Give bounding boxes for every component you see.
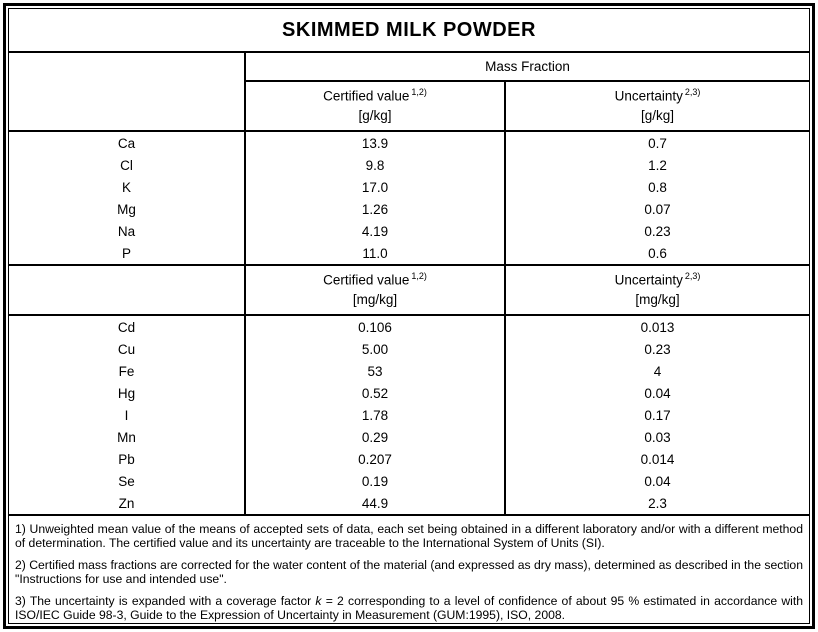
uncertainty-value: 0.04 — [504, 382, 809, 404]
table-row: I 1.78 0.17 — [9, 404, 809, 426]
uncertainty-unit: [g/kg] — [640, 108, 675, 124]
certified-value: 5.00 — [244, 338, 505, 360]
table-row: Hg 0.52 0.04 — [9, 382, 809, 404]
uncertainty-value: 0.23 — [504, 338, 809, 360]
uncertainty-value: 4 — [504, 360, 809, 382]
uncertainty-value: 0.17 — [504, 404, 809, 426]
section1-header-row: Certified value 1,2) [g/kg] Uncertainty 2,… — [9, 81, 809, 132]
certified-value: 13.9 — [244, 131, 505, 154]
uncertainty-value: 0.014 — [504, 448, 809, 470]
table-row: Zn 44.9 2.3 — [9, 492, 809, 516]
uncertainty-value: 0.8 — [504, 176, 809, 198]
certified-value: 0.52 — [244, 382, 505, 404]
element-symbol: Cl — [120, 157, 133, 173]
certified-value-label: Certified value 1,2) — [323, 271, 427, 288]
footnote-ref: 2,3) — [684, 87, 701, 98]
element-symbol: Hg — [117, 385, 136, 401]
element-symbol: I — [124, 407, 129, 423]
uncertainty-value: 0.013 — [504, 315, 809, 338]
footnote-ref: 2,3) — [684, 271, 701, 282]
uncertainty-header-gkg: Uncertainty 2,3) [g/kg] — [504, 81, 809, 132]
element-symbol: K — [121, 179, 131, 195]
certified-value: 1.78 — [244, 404, 505, 426]
uncertainty-value: 0.04 — [504, 470, 809, 492]
uncertainty-value: 2.3 — [504, 492, 809, 516]
footnotes-row: 1) Unweighted mean value of the means of… — [9, 515, 809, 625]
table-row: Mg 1.26 0.07 — [9, 198, 809, 220]
footnote-ref: 1,2) — [411, 87, 427, 98]
element-symbol: Cd — [117, 319, 136, 335]
certified-value: 44.9 — [244, 492, 505, 516]
uncertainty-label: Uncertainty 2,3) — [614, 271, 701, 288]
footnotes-block: 1) Unweighted mean value of the means of… — [9, 515, 809, 625]
uncertainty-value: 1.2 — [504, 154, 809, 176]
section2-header-row: Certified value 1,2) [mg/kg] Uncertainty 2… — [9, 265, 809, 316]
table-row: Cu 5.00 0.23 — [9, 338, 809, 360]
uncertainty-value: 0.03 — [504, 426, 809, 448]
certified-value: 11.0 — [244, 242, 505, 266]
element-symbol: Mn — [117, 429, 136, 445]
certified-value: 1.26 — [244, 198, 505, 220]
element-symbol: Pb — [118, 451, 135, 467]
uncertainty-header-mgkg: Uncertainty 2,3) [mg/kg] — [504, 265, 809, 316]
footnote-ref: 1,2) — [411, 271, 427, 282]
element-symbol: Cu — [117, 341, 136, 357]
certified-value-unit: [g/kg] — [358, 108, 392, 124]
certified-value: 0.106 — [244, 315, 505, 338]
certificate-inner-frame: SKIMMED MILK POWDER Mass Fraction Certif… — [8, 8, 810, 624]
empty-header-cell — [9, 52, 245, 132]
uncertainty-label: Uncertainty 2,3) — [614, 87, 701, 104]
certified-value-unit: [mg/kg] — [352, 292, 398, 308]
uncertainty-value: 0.07 — [504, 198, 809, 220]
table-row: Se 0.19 0.04 — [9, 470, 809, 492]
certified-value: 0.207 — [244, 448, 505, 470]
certificate-table: SKIMMED MILK POWDER Mass Fraction Certif… — [9, 9, 809, 625]
uncertainty-value: 0.7 — [504, 131, 809, 154]
title-row: SKIMMED MILK POWDER — [9, 9, 809, 53]
page-title: SKIMMED MILK POWDER — [9, 9, 809, 53]
table-row: Mn 0.29 0.03 — [9, 426, 809, 448]
certified-value: 17.0 — [244, 176, 505, 198]
table-row: Cl 9.8 1.2 — [9, 154, 809, 176]
table-row: Cd 0.106 0.013 — [9, 315, 809, 338]
table-row: K 17.0 0.8 — [9, 176, 809, 198]
uncertainty-unit: [mg/kg] — [635, 292, 680, 308]
uncertainty-value: 0.6 — [504, 242, 809, 266]
mass-fraction-header: Mass Fraction — [244, 52, 809, 82]
certified-value: 4.19 — [244, 220, 505, 242]
certified-value: 53 — [244, 360, 505, 382]
element-symbol: Ca — [117, 135, 136, 151]
uncertainty-value: 0.23 — [504, 220, 809, 242]
certified-value: 9.8 — [244, 154, 505, 176]
certified-value: 0.19 — [244, 470, 505, 492]
element-symbol: Fe — [118, 363, 135, 379]
element-symbol: P — [9, 242, 245, 266]
element-symbol: Se — [118, 473, 135, 489]
coverage-factor-k: k — [315, 593, 322, 608]
table-row: Fe 53 4 — [9, 360, 809, 382]
footnote-1: 1) Unweighted mean value of the means of… — [15, 522, 803, 551]
footnote-3: 3) The uncertainty is expanded with a co… — [15, 593, 803, 622]
group-header-row: Mass Fraction — [9, 52, 809, 132]
table-row: Ca 13.9 0.7 — [9, 131, 809, 154]
certificate-outer-frame: SKIMMED MILK POWDER Mass Fraction Certif… — [3, 3, 815, 629]
element-symbol: Mg — [117, 201, 136, 217]
empty-header-cell — [9, 265, 245, 316]
table-row: Na 4.19 0.23 — [9, 220, 809, 242]
table-row: P 11.0 0.6 — [9, 242, 809, 266]
certified-value-label: Certified value 1,2) — [323, 87, 427, 104]
certified-value-header-mgkg: Certified value 1,2) [mg/kg] — [244, 265, 505, 316]
table-row: Pb 0.207 0.014 — [9, 448, 809, 470]
footnote-2: 2) Certified mass fractions are correcte… — [15, 557, 803, 587]
certified-value-header-gkg: Certified value 1,2) [g/kg] — [244, 81, 505, 132]
element-symbol: Na — [117, 223, 136, 239]
certified-value: 0.29 — [244, 426, 505, 448]
element-symbol: Zn — [9, 492, 245, 516]
